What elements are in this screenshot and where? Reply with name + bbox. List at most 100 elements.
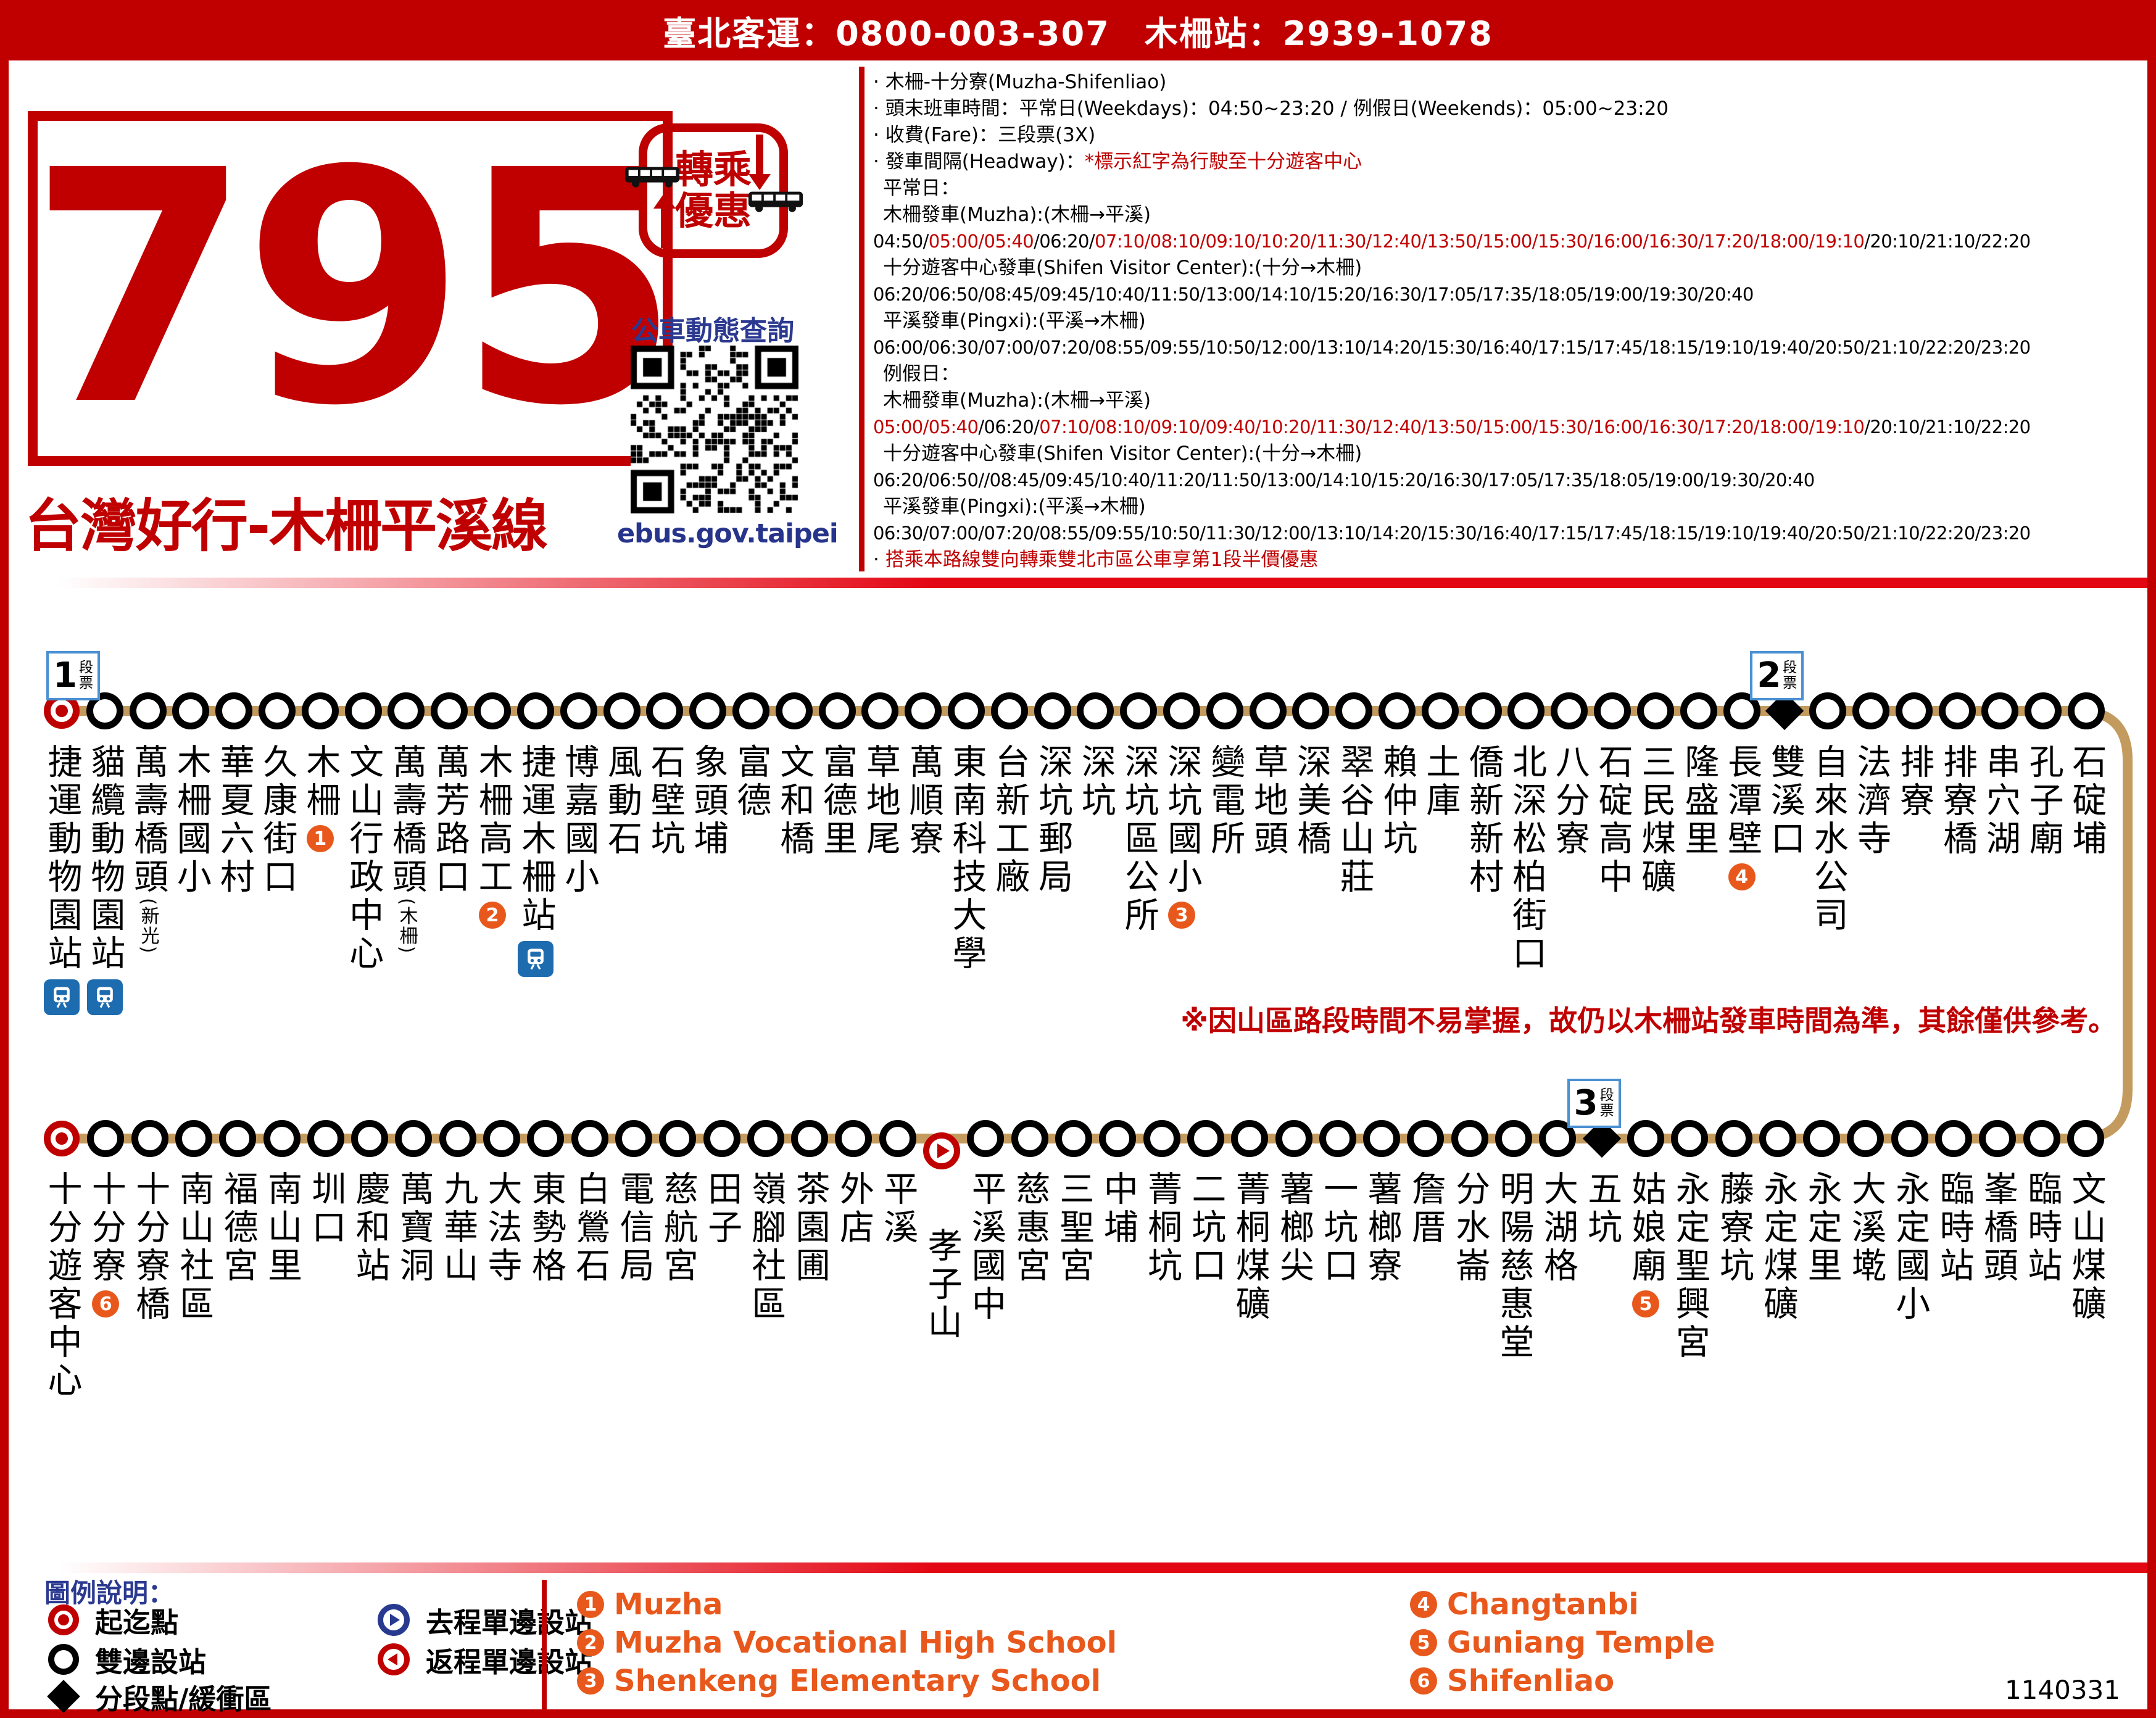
stop-marker [1636, 692, 1674, 729]
stop-name: 五坑 [1582, 1171, 1622, 1247]
stop-marker [1551, 692, 1588, 729]
stop-name: 變電所 [1204, 744, 1245, 858]
fare-unit-char: 票 [78, 675, 93, 691]
stop-marker [1627, 1120, 1664, 1157]
stop-marker [1421, 692, 1459, 729]
stop-name: 石壁坑 [645, 744, 686, 858]
schedule-text: 06:00/06:30/07:00/07:20/08:55/09:55/10:5… [873, 337, 2031, 358]
stop-marker [527, 1120, 565, 1157]
schedule-text: · [873, 549, 885, 571]
stop-label: 捷運木柵站 [515, 744, 556, 977]
stop-label: 石碇埔 [2066, 744, 2107, 858]
stop-label: 圳口 [305, 1171, 346, 1247]
stop-marker [1891, 1120, 1928, 1157]
stop-label: 萬壽橋頭 (新光) [128, 744, 168, 954]
stop-name: 萬壽橋頭 [386, 744, 427, 897]
stop-marker [1319, 1120, 1356, 1157]
stop-marker [560, 692, 597, 729]
schedule-line: 06:20/06:50//08:45/09:45/10:40/11:20/11:… [873, 467, 2138, 494]
ebus-dynamic-query-label: 公車動態查詢 [631, 315, 794, 347]
schedule-text: · 發車間隔(Headway)： [873, 151, 1085, 173]
stop-name: 永定聖興宮 [1670, 1171, 1710, 1362]
stop-label: 僑新新村 [1463, 744, 1504, 897]
stop-name: 深坑 [1076, 744, 1116, 820]
fare-unit-char: 段 [78, 660, 93, 676]
stop-name: 木柵國小 [171, 744, 212, 897]
stop-marker [1671, 1120, 1709, 1157]
stop-label: 長潭壁 4 [1722, 744, 1762, 890]
stop-name: 捷運動物園站 [42, 744, 82, 973]
stop-marker [646, 692, 684, 729]
stop-label: 萬壽橋頭 (木柵) [386, 744, 426, 954]
stop-marker [967, 1120, 1005, 1157]
stop-name: 雙溪口 [1765, 744, 1806, 858]
stop-marker [775, 692, 813, 729]
schedule-text: 07:10/08:10/09:10/10:20/11:30/12:40/13:5… [1095, 231, 1865, 252]
stop-name: 永定國小 [1889, 1171, 1930, 1324]
landmark-number-badge: 1 [577, 1591, 604, 1618]
schedule-text: 平常日： [883, 177, 960, 199]
stop-marker [603, 692, 641, 729]
route-number: 795 [28, 101, 681, 476]
stop-label: 木柵 1 [300, 744, 341, 852]
stop-label: 雙溪口 [1764, 744, 1805, 858]
origin-marker [44, 1121, 80, 1156]
stop-label: 大法寺 [481, 1171, 522, 1285]
stop-name: 藤寮坑 [1714, 1171, 1754, 1285]
stop-name: 自來水公司 [1808, 744, 1849, 935]
stop-name: 翠谷山莊 [1334, 744, 1375, 897]
stop-name: 大湖格 [1538, 1171, 1578, 1285]
stop-label: 變電所 [1204, 744, 1245, 858]
stop-label: 分水崙 [1449, 1171, 1490, 1285]
stop-label: 八分寮 [1549, 744, 1590, 858]
stop-label: 石壁坑 [644, 744, 685, 858]
legend-title: 圖例說明： [44, 1578, 175, 1608]
landmark-item: 5 Guniang Temple [1410, 1625, 1715, 1660]
stop-marker [659, 1120, 697, 1157]
stop-label: 大溪墘 [1845, 1171, 1886, 1285]
stop-marker [1715, 1120, 1752, 1157]
schedule-line: 06:30/07:00/07:20/08:55/09:55/10:50/11:3… [873, 520, 2138, 547]
schedule-text: 例假日： [883, 363, 960, 385]
stop-name: 久康街口 [257, 744, 298, 897]
stop-marker [1803, 1120, 1841, 1157]
stop-marker [483, 1120, 521, 1157]
stop-name: 慈航宮 [658, 1171, 699, 1285]
schedule-text: · 頭末班車時間：平常日(Weekdays)：04:50~23:20 / 例假日… [873, 98, 1669, 120]
stop-marker [1935, 1120, 1973, 1157]
stop-label: 永定煤礦 [1757, 1171, 1798, 1324]
qr-code [631, 346, 798, 513]
schedule-text: 04:50/ [873, 231, 929, 252]
schedule-divider [859, 67, 864, 571]
stop-marker [1680, 692, 1717, 729]
stop-name: 平溪 [877, 1171, 918, 1247]
stop-label: 大湖格 [1537, 1171, 1578, 1285]
schedule-line: 平溪發車(Pingxi):(平溪→木柵) [873, 494, 2138, 520]
stop-label: 華夏六村 [214, 744, 254, 897]
doc-number: 1140331 [2004, 1675, 2120, 1705]
stop-label: 深美橋 [1290, 744, 1331, 858]
stop-marker [1594, 692, 1632, 729]
fare-segment-number: 3 [1573, 1083, 1598, 1124]
landmark-name: Shenkeng Elementary School [614, 1664, 1101, 1698]
stop-marker [703, 1120, 740, 1157]
stop-name: 台新工廠 [989, 744, 1030, 897]
stop-marker [388, 692, 425, 729]
outbound-oneside-icon [378, 1604, 410, 1636]
legend-item: 去程單邊設站 [378, 1603, 592, 1639]
stop-label: 木柵國小 [170, 744, 211, 897]
schedule-line: 十分遊客中心發車(Shifen Visitor Center):(十分→木柵) [873, 255, 2138, 281]
stop-name: 賴仲坑 [1377, 744, 1418, 858]
schedule-text: 07:10/08:10/09:10/09:40/10:20/11:30/12:4… [1039, 417, 1865, 438]
stop-name: 象頭埔 [688, 744, 729, 858]
stop-label: 石碇高中 [1592, 744, 1633, 897]
stop-marker [439, 1120, 476, 1157]
stop-name: 東南科技大學 [946, 744, 987, 973]
stop-marker [615, 1120, 652, 1157]
landmark-name: Muzha [614, 1587, 723, 1622]
stop-marker [1077, 692, 1114, 729]
stop-label: 深坑區公所 [1118, 744, 1159, 935]
stop-name: 孝子山 [922, 1227, 963, 1342]
stop-name: 慶和站 [350, 1171, 391, 1285]
stop-name: 菁桐煤礦 [1230, 1171, 1271, 1324]
